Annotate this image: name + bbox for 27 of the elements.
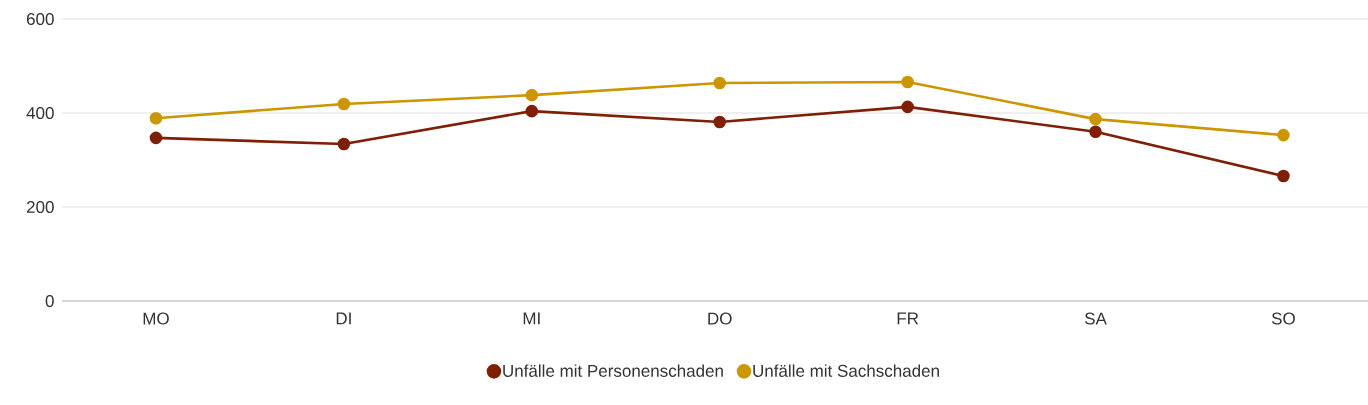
point — [1277, 128, 1290, 142]
point — [713, 115, 726, 129]
point — [901, 75, 914, 89]
point — [337, 97, 351, 111]
point — [1089, 125, 1102, 139]
legend-label: Unfälle mit Sachschaden — [753, 364, 939, 377]
x-tick-label: FR — [897, 312, 919, 325]
point — [525, 104, 539, 118]
point — [149, 111, 163, 125]
point — [1277, 169, 1290, 183]
point — [1089, 112, 1102, 126]
y-tick-label: 0 — [45, 294, 54, 308]
point — [713, 76, 726, 90]
point — [149, 131, 163, 145]
x-tick-label: MO — [143, 312, 169, 325]
x-tick-label: DI — [336, 312, 351, 325]
point — [901, 100, 914, 114]
point — [525, 88, 539, 102]
x-tick-label: DO — [708, 312, 732, 325]
y-tick-label: 600 — [26, 12, 54, 26]
x-tick-label: SA — [1084, 312, 1107, 325]
x-tick-label: MI — [523, 312, 540, 325]
x-tick-label: SO — [1271, 312, 1295, 325]
y-tick-label: 400 — [26, 106, 54, 120]
y-tick-label: 200 — [26, 200, 54, 214]
point — [337, 137, 351, 151]
legend-label: Unfälle mit Personenschaden — [503, 364, 723, 377]
